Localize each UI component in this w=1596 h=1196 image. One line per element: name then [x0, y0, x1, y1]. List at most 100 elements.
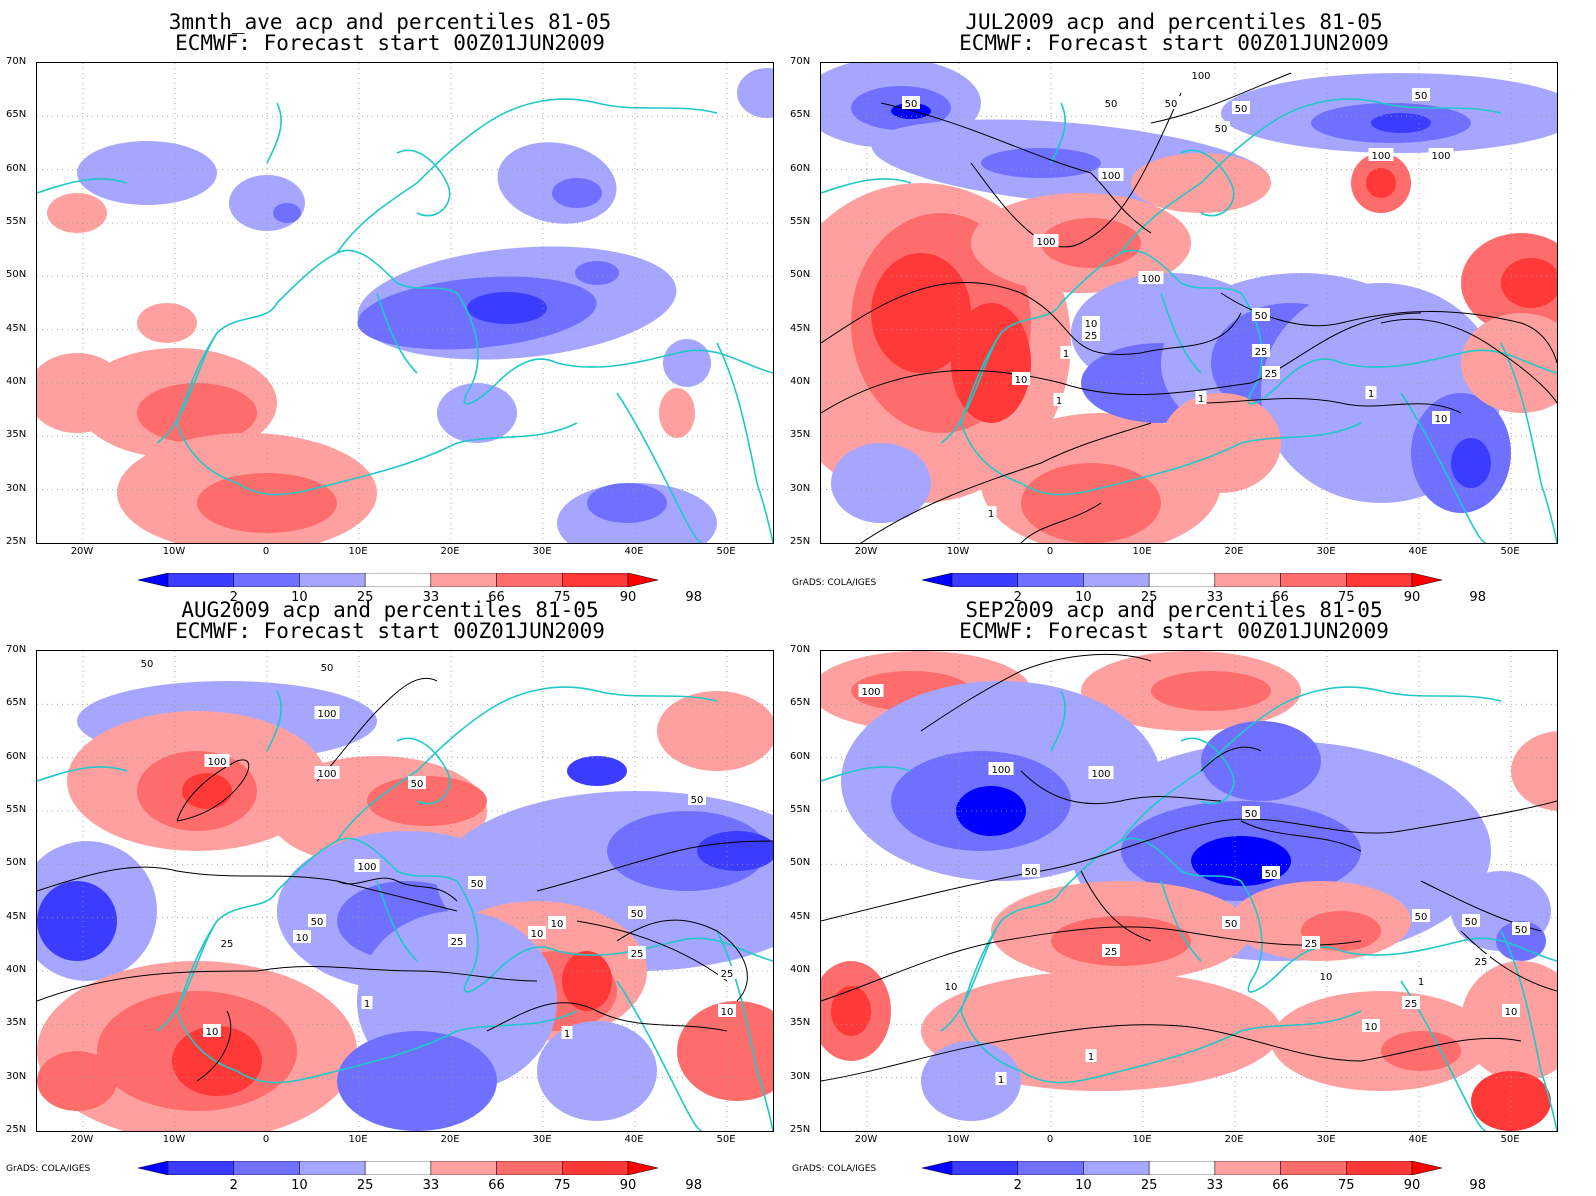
- percentile-area: [891, 103, 931, 119]
- longitude-label: 50E: [716, 546, 736, 557]
- contour-label: 10: [528, 926, 546, 940]
- percentile-area: [37, 1051, 117, 1111]
- svg-text:100: 100: [207, 757, 226, 768]
- contour-label: 50: [1242, 806, 1260, 820]
- percentile-area: [137, 383, 257, 443]
- coastline: [1180, 149, 1235, 217]
- svg-text:25: 25: [1265, 369, 1278, 380]
- longitude-label: 0: [262, 1134, 270, 1145]
- percentile-area: [337, 1031, 497, 1131]
- svg-text:1: 1: [1368, 389, 1374, 400]
- percentile-area: [77, 141, 217, 205]
- contour-label: 25: [1252, 344, 1270, 358]
- colorbar-label: 25: [356, 1178, 374, 1193]
- colorbar-label: 90: [1403, 1178, 1421, 1193]
- longitude-label: 20W: [854, 546, 878, 557]
- longitude-label: 10W: [946, 546, 970, 557]
- coastline: [37, 178, 128, 194]
- coastline: [716, 342, 773, 543]
- longitude-label: 10W: [162, 546, 186, 557]
- svg-text:50: 50: [1225, 919, 1238, 930]
- contour-line: [1240, 820, 1362, 852]
- svg-text:10: 10: [1505, 1007, 1518, 1018]
- svg-text:25: 25: [1405, 999, 1418, 1010]
- colorbar-label: 2: [1013, 1178, 1022, 1193]
- contour-label: 25: [1262, 366, 1280, 380]
- contour-label: 25: [1102, 944, 1120, 958]
- contour-line: [970, 92, 1182, 248]
- percentile-area: [497, 142, 617, 224]
- percentile-area: [1371, 113, 1431, 133]
- contour-line: [821, 1024, 1522, 1082]
- longitude-label: 0: [1046, 546, 1054, 557]
- svg-text:25: 25: [1305, 939, 1318, 950]
- percentile-area: [437, 383, 517, 443]
- latitude-label: 50N: [6, 269, 27, 281]
- contour-label: 100: [1428, 148, 1454, 162]
- svg-text:100: 100: [861, 687, 880, 698]
- svg-text:25: 25: [1085, 331, 1098, 342]
- latitude-label: 30N: [6, 1070, 27, 1082]
- colorbar: [922, 573, 1442, 587]
- svg-text:10: 10: [1320, 972, 1333, 983]
- svg-text:50: 50: [1105, 99, 1118, 110]
- contour-label: 10: [548, 916, 566, 930]
- map-aug2009: 50 50 100 100 100 50 50 100 50 10 25 10 10 50 25 25 10 1 1…: [36, 650, 774, 1132]
- colorbar-label: 33: [422, 1178, 440, 1193]
- panel-subtitle: ECMWF: Forecast start 00Z01JUN2009: [175, 619, 605, 643]
- latitude-label: 55N: [790, 216, 811, 227]
- coastline: [1340, 937, 1557, 962]
- colorbar-label: 10: [291, 1178, 308, 1193]
- svg-text:25: 25: [451, 937, 464, 948]
- latitude-label: 45N: [6, 910, 27, 922]
- coastline: [960, 920, 1362, 1084]
- svg-text:10: 10: [1085, 319, 1098, 330]
- contour-label: 100: [1368, 148, 1394, 162]
- svg-text:10: 10: [1015, 375, 1028, 386]
- svg-text:100: 100: [1141, 274, 1160, 285]
- svg-text:50: 50: [321, 663, 334, 674]
- contour-label: 10: [718, 1004, 736, 1018]
- svg-text:50: 50: [1215, 124, 1228, 135]
- svg-text:50: 50: [1265, 869, 1278, 880]
- contour-line: [1380, 318, 1557, 404]
- svg-text:50: 50: [631, 909, 644, 920]
- coastline: [616, 980, 703, 1131]
- map-field: 1001001005050502525505010101125501011050…: [821, 651, 1557, 1131]
- coastline: [376, 292, 418, 374]
- coastline: [156, 837, 458, 1032]
- coastline: [616, 392, 703, 543]
- percentile-area: [831, 986, 871, 1036]
- percentile-area: [137, 303, 197, 343]
- colorbar-label: 90: [1403, 590, 1421, 605]
- contour-label: 25: [1082, 328, 1100, 342]
- contour-label: 25: [1472, 954, 1490, 968]
- panel-sep2009: SEP2009 acp and percentiles 81-05 ECMWF:…: [784, 588, 1564, 1193]
- percentile-area: [1201, 721, 1321, 801]
- svg-text:1: 1: [988, 509, 994, 520]
- contour-label: 50: [1462, 914, 1480, 928]
- colorbar-label: 90: [619, 590, 637, 605]
- panel-jul2009: JUL2009 acp and percentiles 81-05 ECMWF:…: [784, 0, 1564, 605]
- panel-3mnth: 3mnth_ave acp and percentiles 81-05 ECMW…: [0, 0, 780, 605]
- latitude-label: 40N: [6, 964, 27, 975]
- contour-label: 50: [1232, 101, 1250, 115]
- contour-label: 25: [218, 936, 236, 950]
- contour-label: 50: [688, 792, 706, 806]
- svg-text:100: 100: [1191, 71, 1210, 82]
- contour-line: [1460, 930, 1557, 992]
- coastline: [556, 937, 773, 962]
- contour-label: 100: [204, 754, 230, 768]
- contour-label: 50: [1222, 916, 1240, 930]
- colorbar: [138, 573, 658, 587]
- contour-label: 1: [1060, 346, 1072, 360]
- longitude-label: 10E: [348, 1134, 368, 1145]
- longitude-label: 20W: [854, 1134, 878, 1145]
- map-field: 50 50100100100505010050102510105025251011…: [37, 651, 773, 1131]
- contour-line: [1020, 502, 1102, 543]
- longitude-label: 0: [1046, 1134, 1054, 1145]
- longitude-label: 10E: [348, 546, 368, 557]
- coastline: [336, 98, 718, 254]
- map-jul2009: 50 100 50 50 50 100 100 50 100 100 50 25 10 1 1 10 25 50 1…: [820, 62, 1558, 544]
- percentile-area: [737, 68, 773, 118]
